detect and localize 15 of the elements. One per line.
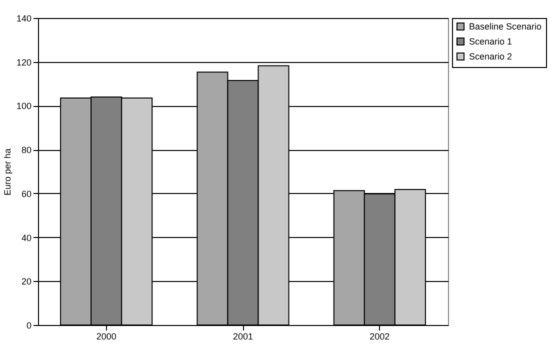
x-tick-label: 2001 [232, 332, 254, 342]
x-tick-label: 2002 [370, 332, 390, 342]
y-tick-label: 80 [21, 145, 32, 156]
y-tick-label: 140 [16, 14, 32, 24]
y-tick-label: 40 [21, 232, 32, 243]
y-tick-label: 0 [26, 320, 32, 330]
legend-label: Baseline Scenario [469, 22, 542, 32]
y-tick-label: 60 [21, 188, 32, 199]
y-tick-label: 100 [16, 101, 32, 112]
x-tick-label: 2000 [96, 332, 116, 342]
y-tick-label: 20 [21, 276, 32, 287]
y-tick-label: 120 [16, 57, 32, 68]
y-axis-title: Euro per ha [2, 148, 12, 196]
legend-label: Scenario 2 [469, 52, 512, 62]
legend-label: Scenario 1 [469, 36, 512, 46]
